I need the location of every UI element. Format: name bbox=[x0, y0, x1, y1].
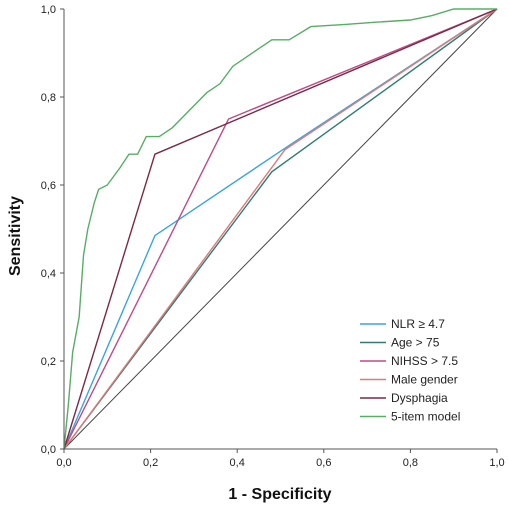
y-tick-label: 0,2 bbox=[41, 356, 56, 368]
legend-label: NIHSS > 7.5 bbox=[391, 354, 458, 368]
x-tick-label: 1,0 bbox=[489, 457, 504, 469]
y-tick-label: 0,4 bbox=[41, 268, 56, 280]
series-line-4 bbox=[63, 8, 498, 450]
y-tick-label: 1,0 bbox=[41, 4, 56, 16]
legend-label: Dysphagia bbox=[391, 391, 448, 405]
y-tick-label: 0,6 bbox=[41, 180, 56, 192]
reference-line bbox=[63, 8, 498, 450]
x-tick-label: 0,2 bbox=[143, 457, 158, 469]
legend-label: 5-item model bbox=[391, 410, 460, 424]
x-tick-label: 0,6 bbox=[316, 457, 331, 469]
axes: 0,0 0,2 0,4 0,6 0,8 1,0 0,0 0,2 0,4 0,6 0,8 1,0 bbox=[41, 4, 505, 469]
x-tick-label: 0,8 bbox=[403, 457, 418, 469]
legend: NLR ≥ 4.7 Age > 75 NIHSS > 7.5 Male gender D… bbox=[360, 317, 460, 424]
series-line-2 bbox=[63, 8, 498, 450]
legend-label: Male gender bbox=[391, 373, 458, 387]
series-line-5 bbox=[63, 8, 498, 450]
series-line-6 bbox=[63, 8, 497, 450]
y-tick-label: 0,8 bbox=[41, 92, 56, 104]
x-tick-label: 0,0 bbox=[56, 457, 71, 469]
series-line-3 bbox=[63, 8, 498, 450]
plot-area bbox=[63, 8, 498, 450]
y-tick-label: 0,0 bbox=[41, 444, 56, 456]
x-tick-label: 0,4 bbox=[230, 457, 245, 469]
y-axis-title: Sensitivity bbox=[7, 196, 24, 276]
legend-label: NLR ≥ 4.7 bbox=[391, 317, 445, 331]
legend-label: Age > 75 bbox=[391, 336, 440, 350]
x-axis-title: 1 - Specificity bbox=[228, 486, 331, 503]
